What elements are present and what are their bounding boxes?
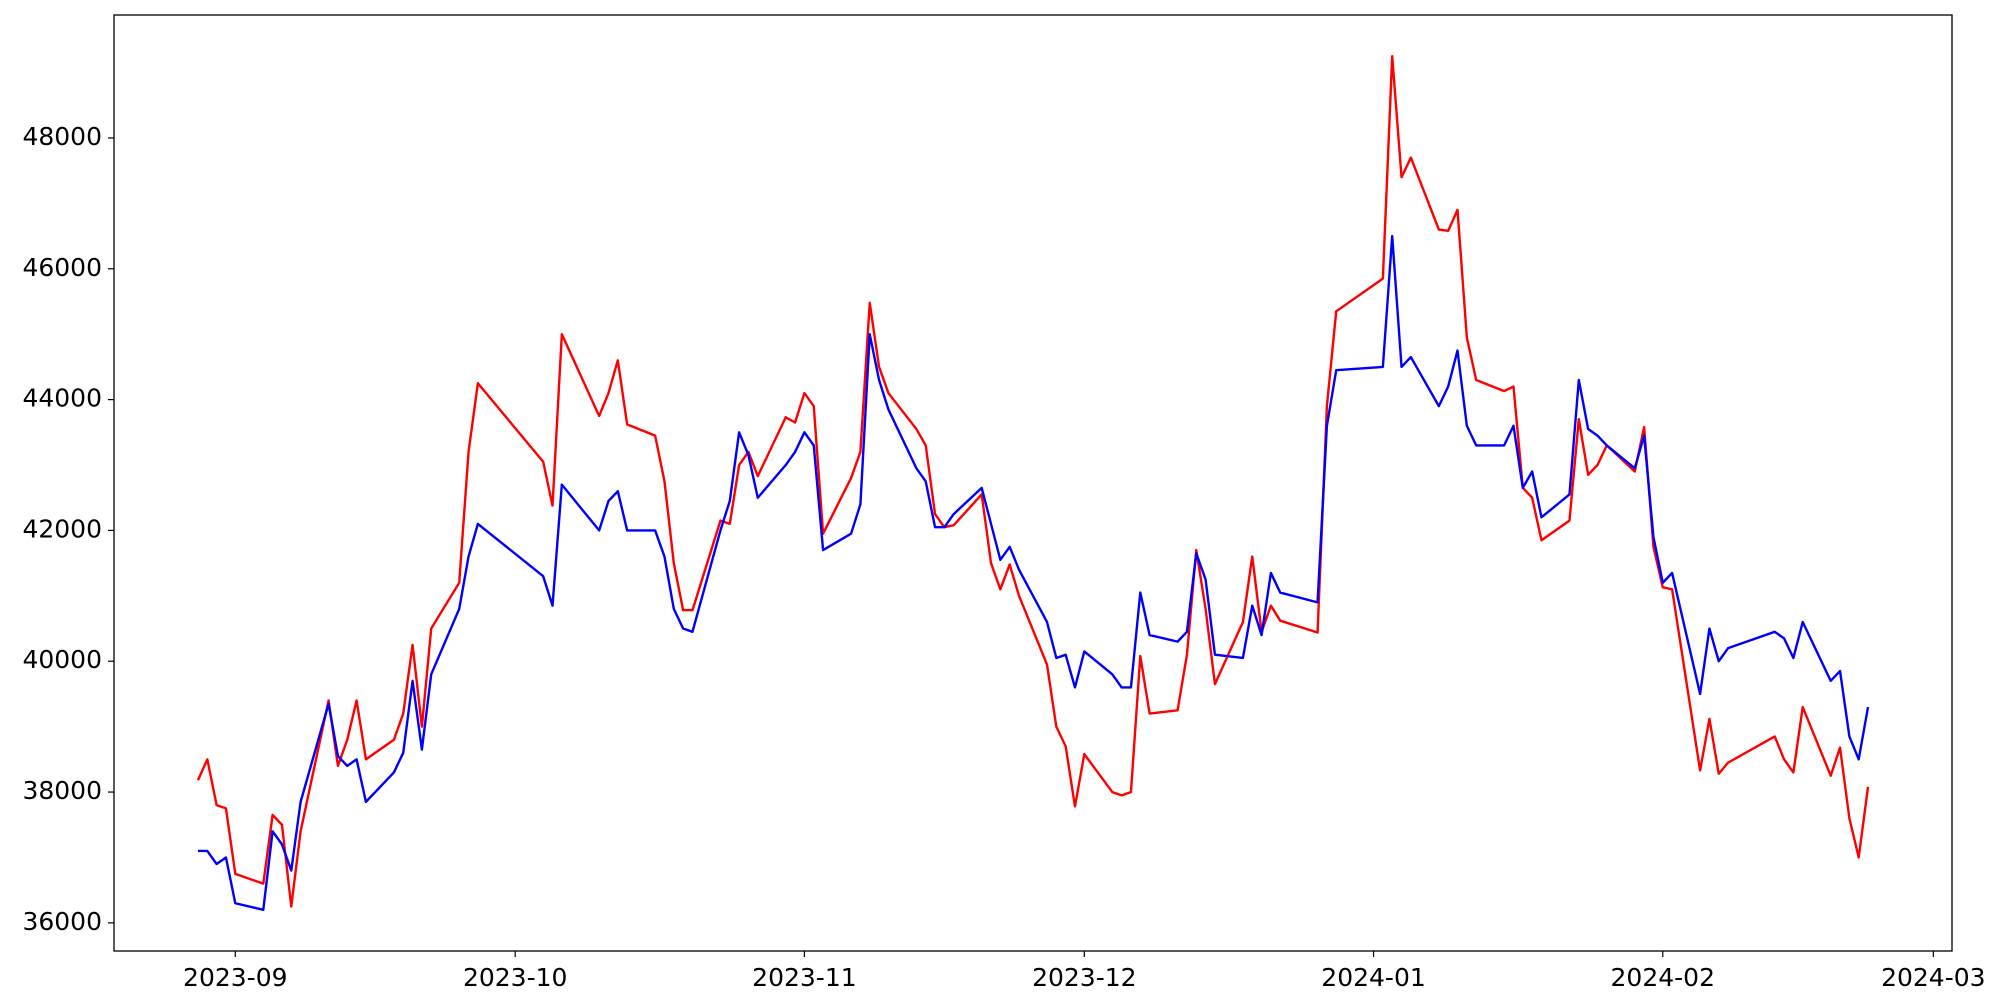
plot-frame bbox=[113, 14, 1953, 952]
x-tick-label: 2023-09 bbox=[183, 963, 287, 992]
x-tick-label: 2023-10 bbox=[463, 963, 567, 992]
y-tick-label: 40000 bbox=[22, 645, 102, 674]
x-tick-label: 2023-11 bbox=[752, 963, 856, 992]
x-tick-label: 2024-03 bbox=[1881, 963, 1985, 992]
x-tick-label: 2024-01 bbox=[1321, 963, 1425, 992]
x-tick-label: 2024-02 bbox=[1611, 963, 1715, 992]
series-line bbox=[196, 55, 1870, 908]
y-tick-label: 36000 bbox=[22, 907, 102, 936]
y-tick-label: 42000 bbox=[22, 514, 102, 543]
y-tick-label: 38000 bbox=[22, 776, 102, 805]
y-tick-label: 48000 bbox=[22, 122, 102, 151]
y-tick-label: 46000 bbox=[22, 253, 102, 282]
series-line bbox=[197, 234, 1870, 911]
y-tick-label: 44000 bbox=[22, 384, 102, 413]
x-tick-label: 2023-12 bbox=[1032, 963, 1136, 992]
